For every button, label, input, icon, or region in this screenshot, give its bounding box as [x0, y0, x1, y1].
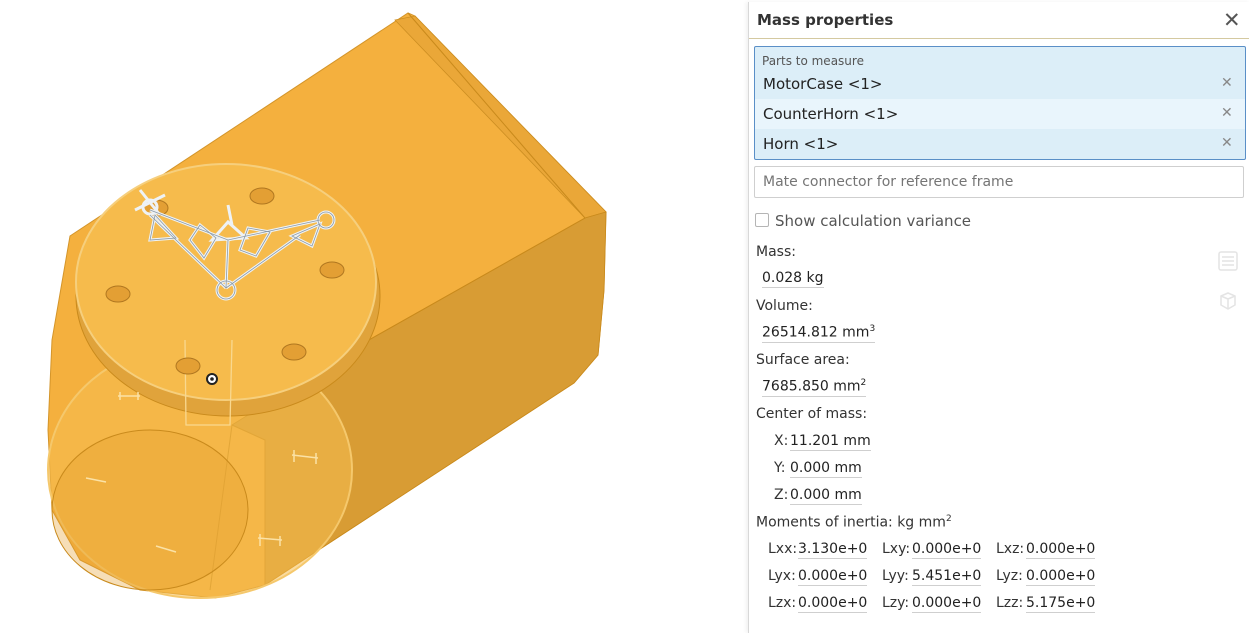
moments-of-inertia-label: Moments of inertia: kg mm2	[756, 514, 952, 531]
volume-value: 26514.812 mm3	[762, 324, 876, 343]
moi-label: Lxy:	[882, 541, 911, 557]
list-icon[interactable]	[1217, 250, 1239, 272]
moi-value: 0.000e+0	[912, 541, 982, 559]
surface-area-number: 7685.850 mm	[762, 378, 861, 395]
moi-label-text: Moments of inertia: kg mm	[756, 514, 946, 531]
moi-value: 0.000e+0	[798, 595, 868, 613]
sketch-geometry-outline	[149, 209, 335, 300]
variance-checkbox[interactable]	[755, 213, 769, 227]
surface-area-value: 7685.850 mm2	[762, 378, 867, 397]
part-name: MotorCase <1>	[763, 75, 883, 93]
moi-exponent: 2	[945, 514, 952, 524]
mass-properties-panel: Mass properties ✕ Parts to measure Motor…	[748, 2, 1249, 633]
moi-label: Lzy:	[882, 595, 910, 611]
moi-label: Lxz:	[996, 541, 1025, 557]
com-y-label: Y:	[774, 460, 786, 476]
remove-part-icon[interactable]: ✕	[1221, 105, 1233, 121]
part-item[interactable]: MotorCase <1> ✕	[755, 69, 1245, 99]
moi-label: Lzz:	[996, 595, 1024, 611]
panel-header: Mass properties ✕	[749, 2, 1249, 39]
horn-cut-line	[184, 339, 233, 426]
parts-icon[interactable]	[1217, 290, 1239, 312]
moi-value: 5.451e+0	[912, 568, 982, 586]
origin-marker-dot	[210, 377, 214, 381]
part-item[interactable]: Horn <1> ✕	[755, 129, 1245, 159]
3d-viewport[interactable]	[0, 0, 748, 633]
center-of-mass-label: Center of mass:	[756, 406, 868, 422]
moi-label: Lyz:	[996, 568, 1023, 584]
part-item[interactable]: CounterHorn <1> ✕	[755, 99, 1245, 129]
close-icon[interactable]: ✕	[1223, 8, 1241, 32]
moi-label: Lyx:	[768, 568, 796, 584]
com-x-value: 11.201 mm	[790, 433, 871, 451]
com-z-label: Z:	[774, 487, 789, 503]
surface-area-exponent: 2	[860, 378, 867, 388]
counter-horn-lower	[51, 429, 249, 591]
panel-title: Mass properties	[757, 11, 894, 29]
moi-value: 0.000e+0	[1026, 568, 1096, 586]
remove-part-icon[interactable]: ✕	[1221, 135, 1233, 151]
case-edge-line	[359, 12, 586, 346]
moi-value: 0.000e+0	[798, 568, 868, 586]
com-x-label: X:	[774, 433, 789, 449]
surface-area-label: Surface area:	[756, 352, 850, 368]
moi-value: 0.000e+0	[1026, 541, 1096, 559]
moi-label: Lxx:	[768, 541, 798, 557]
part-name: Horn <1>	[763, 135, 839, 153]
slot-features	[85, 392, 319, 553]
parts-to-measure-label: Parts to measure	[762, 54, 864, 68]
moi-value: 5.175e+0	[1026, 595, 1096, 613]
volume-number: 26514.812 mm	[762, 324, 870, 341]
moi-value: 0.000e+0	[912, 595, 982, 613]
remove-part-icon[interactable]: ✕	[1221, 75, 1233, 91]
volume-exponent: 3	[869, 324, 876, 334]
variance-label: Show calculation variance	[775, 212, 972, 230]
model-render[interactable]	[0, 0, 748, 633]
com-z-value: 0.000 mm	[790, 487, 862, 505]
moi-label: Lyy:	[882, 568, 909, 584]
mass-value: 0.028 kg	[762, 270, 824, 288]
mass-label: Mass:	[756, 244, 796, 260]
mate-connector-input[interactable]	[754, 166, 1244, 198]
parts-to-measure-field[interactable]: Parts to measure MotorCase <1> ✕ Counter…	[754, 46, 1246, 160]
volume-label: Volume:	[756, 298, 813, 314]
part-name: CounterHorn <1>	[763, 105, 899, 123]
moi-value: 3.130e+0	[798, 541, 868, 559]
moi-label: Lzx:	[768, 595, 797, 611]
com-y-value: 0.000 mm	[790, 460, 862, 478]
